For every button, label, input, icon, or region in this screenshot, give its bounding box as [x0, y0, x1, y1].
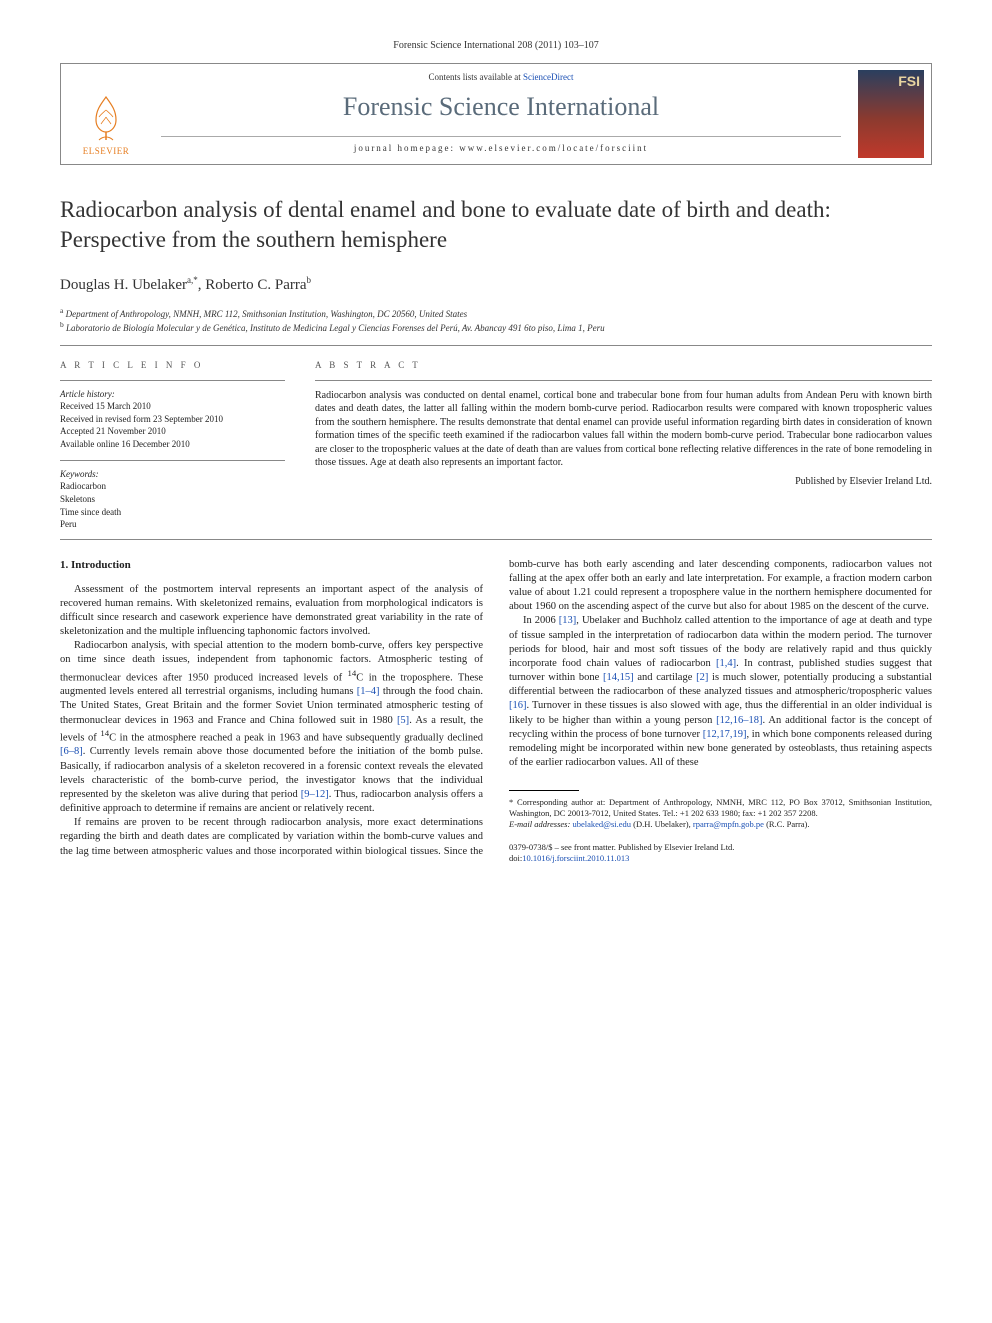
publisher-logo-cell: ELSEVIER [61, 64, 151, 164]
author-2-name: Roberto C. Parra [205, 277, 306, 293]
paragraph-2: Radiocarbon analysis, with special atten… [60, 639, 483, 816]
affiliation-a: a Department of Anthropology, NMNH, MRC … [60, 306, 932, 321]
journal-name: Forensic Science International [151, 92, 851, 122]
ref-6-8[interactable]: [6–8] [60, 746, 83, 757]
email-link-1[interactable]: ubelaked@si.edu [572, 819, 631, 829]
published-by: Published by Elsevier Ireland Ltd. [315, 476, 932, 487]
keyword-2: Skeletons [60, 493, 285, 506]
abstract-divider [315, 380, 932, 381]
ref-16[interactable]: [16] [509, 700, 527, 711]
journal-reference: Forensic Science International 208 (2011… [60, 40, 932, 51]
email2-who: (R.C. Parra). [764, 819, 810, 829]
journal-cover-cell: FSI [851, 64, 931, 164]
ref-1-4[interactable]: [1–4] [357, 686, 380, 697]
author-list: Douglas H. Ubelakera,*, Roberto C. Parra… [60, 275, 932, 294]
paragraph-1: Assessment of the postmortem interval re… [60, 583, 483, 640]
ref-13[interactable]: [13] [559, 615, 577, 626]
author-2-marks: b [307, 275, 312, 285]
top-divider [60, 345, 932, 346]
c14-sup-2: 14 [100, 728, 109, 738]
history-label: Article history: [60, 389, 285, 399]
ref-14-15[interactable]: [14,15] [603, 672, 634, 683]
affil-b-mark: b [60, 320, 64, 329]
p2-e: in the atmosphere reached a peak in 1963… [116, 732, 483, 743]
ref-12-17-19[interactable]: [12,17,19] [703, 729, 747, 740]
history-revised: Received in revised form 23 September 20… [60, 413, 285, 426]
p4-d: and cartilage [634, 672, 696, 683]
abstract-text: Radiocarbon analysis was conducted on de… [315, 389, 932, 470]
article-info-heading: A R T I C L E I N F O [60, 360, 285, 370]
affiliation-b: b Laboratorio de Biología Molecular y de… [60, 320, 932, 335]
keywords-label: Keywords: [60, 469, 285, 479]
info-abstract-row: A R T I C L E I N F O Article history: R… [60, 360, 932, 531]
keyword-3: Time since death [60, 506, 285, 519]
doi-prefix: doi: [509, 853, 522, 863]
c14-sup: 14 [348, 668, 357, 678]
corresponding-author-footnote: * Corresponding author at: Department of… [509, 797, 932, 819]
paragraph-4: In 2006 [13], Ubelaker and Buchholz call… [509, 614, 932, 770]
email-label: E-mail addresses: [509, 819, 572, 829]
p4-a: In 2006 [523, 615, 559, 626]
header-center: Contents lists available at ScienceDirec… [151, 64, 851, 164]
affiliations: a Department of Anthropology, NMNH, MRC … [60, 306, 932, 335]
info-divider-2 [60, 460, 285, 461]
footnote-separator [509, 790, 579, 791]
section-title: Introduction [71, 559, 131, 571]
history-online: Available online 16 December 2010 [60, 438, 285, 451]
abstract-bottom-divider [60, 539, 932, 540]
history-received: Received 15 March 2010 [60, 400, 285, 413]
affil-a-text: Department of Anthropology, NMNH, MRC 11… [66, 309, 468, 319]
keywords-block: Radiocarbon Skeletons Time since death P… [60, 480, 285, 530]
sciencedirect-link[interactable]: ScienceDirect [523, 72, 573, 82]
journal-homepage-line: journal homepage: www.elsevier.com/locat… [161, 136, 841, 153]
section-1-heading: 1. Introduction [60, 558, 483, 573]
homepage-prefix: journal homepage: [354, 143, 459, 153]
email-link-2[interactable]: rparra@mpfn.gob.pe [693, 819, 764, 829]
section-number: 1. [60, 559, 68, 571]
publisher-name: ELSEVIER [83, 146, 130, 156]
doi-line: doi:10.1016/j.forsciint.2010.11.013 [509, 853, 932, 864]
email-footnote: E-mail addresses: ubelaked@si.edu (D.H. … [509, 819, 932, 830]
body-text: 1. Introduction Assessment of the postmo… [60, 558, 932, 865]
info-divider-1 [60, 380, 285, 381]
ref-2[interactable]: [2] [696, 672, 708, 683]
author-1-name: Douglas H. Ubelaker [60, 277, 187, 293]
footer-meta: 0379-0738/$ – see front matter. Publishe… [509, 842, 932, 864]
history-block: Received 15 March 2010 Received in revis… [60, 400, 285, 450]
column-footer: * Corresponding author at: Department of… [509, 790, 932, 864]
contents-prefix: Contents lists available at [429, 72, 523, 82]
keyword-1: Radiocarbon [60, 480, 285, 493]
author-1-marks: a,* [187, 275, 198, 285]
issn-line: 0379-0738/$ – see front matter. Publishe… [509, 842, 932, 853]
contents-available-line: Contents lists available at ScienceDirec… [151, 72, 851, 82]
email1-who: (D.H. Ubelaker), [631, 819, 693, 829]
abstract-heading: A B S T R A C T [315, 360, 932, 370]
ref-1-4b[interactable]: [1,4] [716, 658, 736, 669]
corr-label: * Corresponding author at: [509, 797, 609, 807]
journal-header: ELSEVIER Contents lists available at Sci… [60, 63, 932, 165]
elsevier-tree-icon [81, 92, 131, 142]
ref-12-16-18[interactable]: [12,16–18] [716, 715, 762, 726]
affil-b-text: Laboratorio de Biología Molecular y de G… [66, 323, 605, 333]
abstract-column: A B S T R A C T Radiocarbon analysis was… [315, 360, 932, 531]
ref-9-12[interactable]: [9–12] [301, 789, 329, 800]
keyword-4: Peru [60, 518, 285, 531]
ref-5[interactable]: [5] [397, 715, 409, 726]
affil-a-mark: a [60, 306, 63, 315]
article-info-column: A R T I C L E I N F O Article history: R… [60, 360, 285, 531]
history-accepted: Accepted 21 November 2010 [60, 425, 285, 438]
cover-abbrev: FSI [862, 74, 920, 88]
doi-link[interactable]: 10.1016/j.forsciint.2010.11.013 [522, 853, 629, 863]
homepage-url: www.elsevier.com/locate/forsciint [459, 143, 648, 153]
article-title: Radiocarbon analysis of dental enamel an… [60, 195, 932, 255]
journal-cover-thumbnail: FSI [858, 70, 924, 158]
